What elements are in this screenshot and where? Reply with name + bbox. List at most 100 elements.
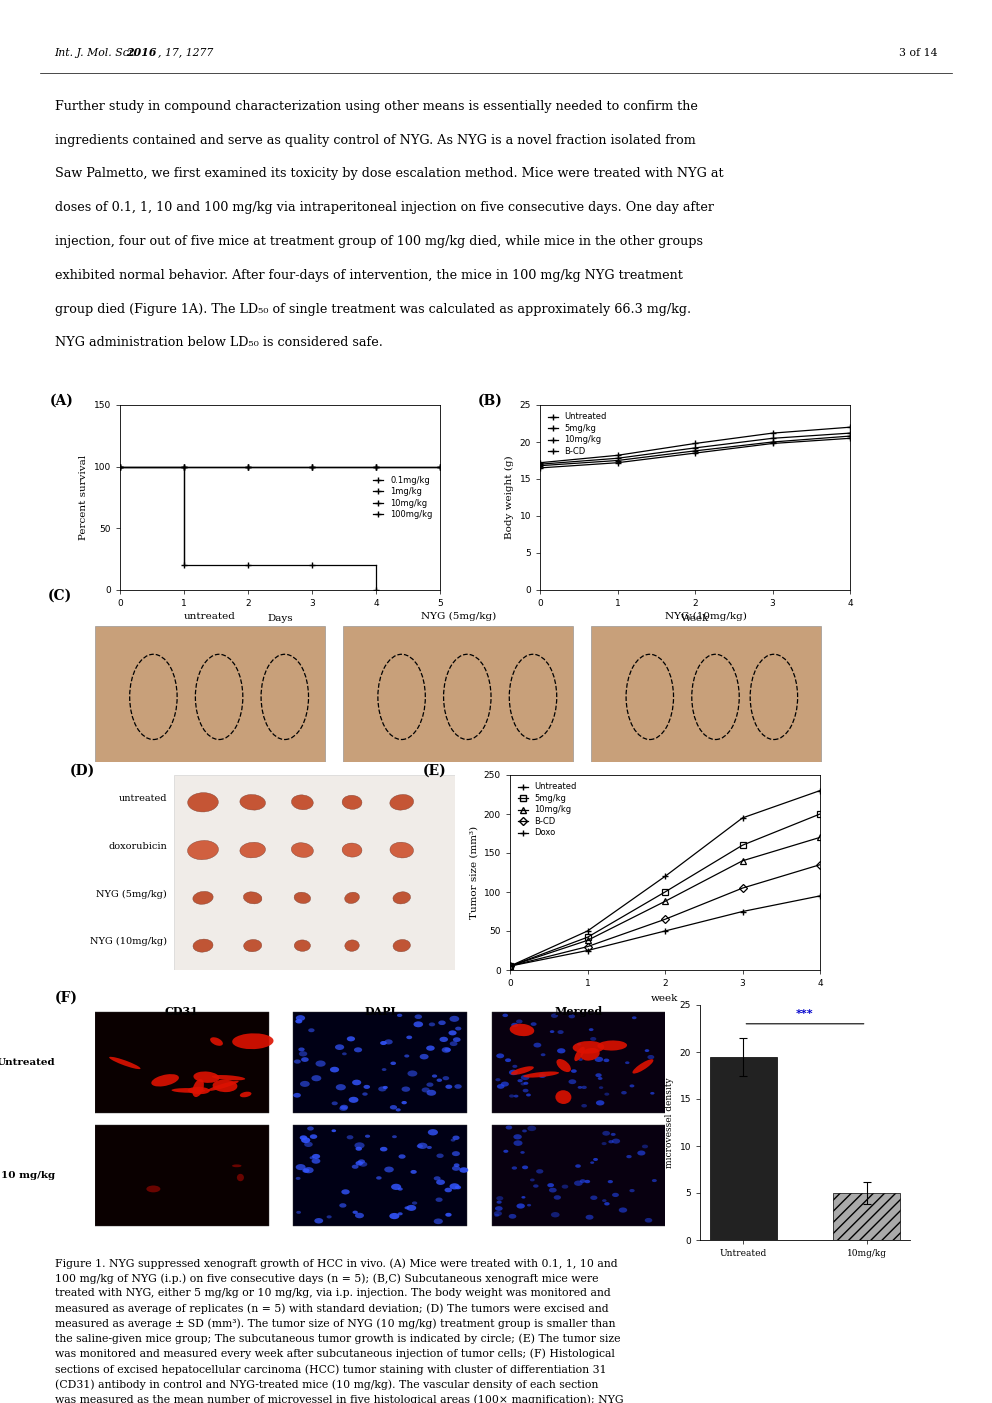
Ellipse shape (335, 1085, 346, 1090)
Ellipse shape (454, 1085, 461, 1089)
Ellipse shape (408, 1070, 418, 1076)
Ellipse shape (342, 796, 362, 810)
Ellipse shape (528, 1125, 537, 1131)
Ellipse shape (427, 1083, 434, 1087)
Ellipse shape (558, 1048, 565, 1054)
Ellipse shape (296, 1164, 306, 1170)
Ellipse shape (310, 1156, 314, 1159)
Text: doxorubicin: doxorubicin (108, 842, 167, 850)
Ellipse shape (452, 1150, 460, 1156)
Ellipse shape (495, 1207, 503, 1211)
Ellipse shape (612, 1139, 620, 1143)
Ellipse shape (536, 1169, 544, 1173)
Text: (A): (A) (50, 394, 73, 408)
Ellipse shape (405, 1207, 410, 1209)
Ellipse shape (452, 1135, 459, 1141)
Ellipse shape (557, 1059, 570, 1072)
Ellipse shape (172, 1089, 205, 1093)
Ellipse shape (503, 1149, 508, 1153)
Ellipse shape (596, 1100, 604, 1106)
Ellipse shape (300, 1080, 310, 1087)
Ellipse shape (629, 1188, 635, 1193)
Text: exhibited normal behavior. After four-days of intervention, the mice in 100 mg/k: exhibited normal behavior. After four-da… (55, 269, 682, 282)
Bar (492, 1125, 666, 1226)
Ellipse shape (429, 1023, 435, 1027)
Ellipse shape (568, 1079, 576, 1085)
Ellipse shape (522, 1129, 527, 1132)
Ellipse shape (335, 1044, 344, 1049)
Ellipse shape (362, 1093, 368, 1096)
Ellipse shape (509, 1069, 518, 1075)
Ellipse shape (527, 1204, 531, 1207)
Ellipse shape (378, 1086, 387, 1092)
Ellipse shape (512, 1065, 518, 1068)
Ellipse shape (292, 843, 313, 857)
Ellipse shape (207, 1080, 239, 1092)
Untreated (814, 783, 826, 800)
Ellipse shape (452, 1166, 460, 1172)
5mg/kg (659, 892, 671, 909)
Ellipse shape (310, 1134, 317, 1139)
Ellipse shape (455, 1027, 461, 1030)
Ellipse shape (391, 1184, 401, 1190)
Ellipse shape (534, 1042, 542, 1048)
Ellipse shape (556, 1090, 571, 1104)
Text: (F): (F) (55, 991, 78, 1005)
Ellipse shape (358, 1159, 365, 1163)
Ellipse shape (581, 1104, 587, 1107)
B-CD (736, 836, 748, 853)
Text: Merged: Merged (555, 1006, 603, 1017)
Text: (E): (E) (424, 763, 447, 777)
Ellipse shape (428, 1129, 438, 1135)
Bar (175, 774, 455, 969)
Ellipse shape (392, 1135, 397, 1138)
Ellipse shape (354, 1142, 365, 1149)
Ellipse shape (427, 1090, 436, 1096)
Ellipse shape (599, 1086, 603, 1089)
Ellipse shape (315, 1061, 325, 1066)
Ellipse shape (348, 1097, 358, 1103)
Line: B-CD: B-CD (507, 811, 822, 969)
Bar (832, 1193, 901, 1240)
Text: untreated: untreated (185, 612, 236, 620)
Ellipse shape (652, 1179, 657, 1183)
Ellipse shape (581, 1086, 587, 1089)
Ellipse shape (548, 1183, 554, 1187)
Ellipse shape (300, 1135, 308, 1141)
Ellipse shape (590, 1195, 597, 1200)
Ellipse shape (514, 1141, 523, 1146)
Ellipse shape (212, 1079, 237, 1092)
Ellipse shape (389, 1214, 400, 1219)
Ellipse shape (494, 1211, 502, 1216)
Text: Saw Palmetto, we first examined its toxicity by dose escalation method. Mice wer: Saw Palmetto, we first examined its toxi… (55, 167, 723, 181)
X-axis label: Days: Days (267, 613, 293, 623)
Ellipse shape (594, 1056, 603, 1062)
Ellipse shape (589, 1028, 593, 1031)
Ellipse shape (632, 1016, 637, 1019)
Ellipse shape (427, 1045, 434, 1051)
Line: Untreated: Untreated (507, 787, 823, 969)
Ellipse shape (438, 1020, 445, 1026)
Ellipse shape (496, 1054, 504, 1058)
Ellipse shape (612, 1193, 619, 1197)
Ellipse shape (541, 1054, 546, 1056)
Ellipse shape (342, 1052, 347, 1055)
Ellipse shape (645, 1049, 650, 1052)
Ellipse shape (391, 1062, 396, 1065)
Ellipse shape (524, 1072, 559, 1078)
Doxo (814, 856, 826, 873)
Ellipse shape (441, 1047, 450, 1052)
Ellipse shape (449, 1016, 459, 1021)
Text: doses of 0.1, 1, 10 and 100 mg/kg via intraperitoneal injection on five consecut: doses of 0.1, 1, 10 and 100 mg/kg via in… (55, 201, 714, 215)
Bar (95, 1125, 269, 1226)
Ellipse shape (396, 1108, 401, 1111)
Ellipse shape (568, 1014, 575, 1019)
Ellipse shape (577, 1086, 582, 1089)
5mg/kg (736, 853, 748, 870)
Text: DAPI: DAPI (364, 1006, 396, 1017)
Ellipse shape (449, 1183, 459, 1190)
Ellipse shape (352, 1164, 358, 1169)
Ellipse shape (417, 1145, 423, 1148)
Ellipse shape (526, 1093, 531, 1097)
Ellipse shape (455, 1186, 461, 1190)
